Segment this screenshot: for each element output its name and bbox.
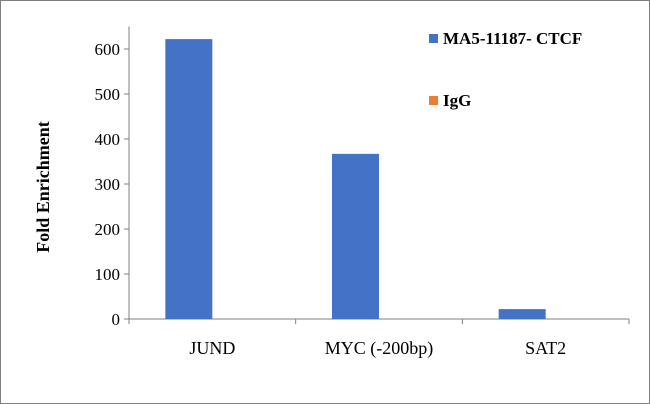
y-axis-label: Fold Enrichment (33, 121, 53, 253)
y-tick-label: 0 (112, 310, 121, 329)
legend: MA5-11187- CTCF IgG (429, 29, 582, 110)
y-tick-label: 300 (95, 175, 121, 194)
y-tick-label: 200 (95, 220, 121, 239)
y-tick-label: 500 (95, 85, 121, 104)
legend-label: MA5-11187- CTCF (443, 29, 582, 48)
bars (165, 39, 546, 319)
x-tick-label: JUND (189, 338, 235, 358)
legend-label: IgG (443, 91, 471, 110)
bar (332, 153, 379, 319)
bar (165, 39, 213, 319)
x-tick-label: SAT2 (525, 338, 566, 358)
x-ticks: JUND MYC (-200bp) SAT2 (128, 319, 630, 359)
y-tick-label: 400 (95, 130, 121, 149)
y-tick-label: 600 (95, 40, 121, 59)
y-tick-label: 100 (95, 265, 121, 284)
bar (498, 309, 546, 319)
x-tick-label: MYC (-200bp) (325, 338, 434, 359)
legend-swatch (429, 34, 438, 43)
legend-swatch (429, 96, 438, 105)
y-ticks: 0 100 200 300 400 500 600 (95, 40, 129, 329)
